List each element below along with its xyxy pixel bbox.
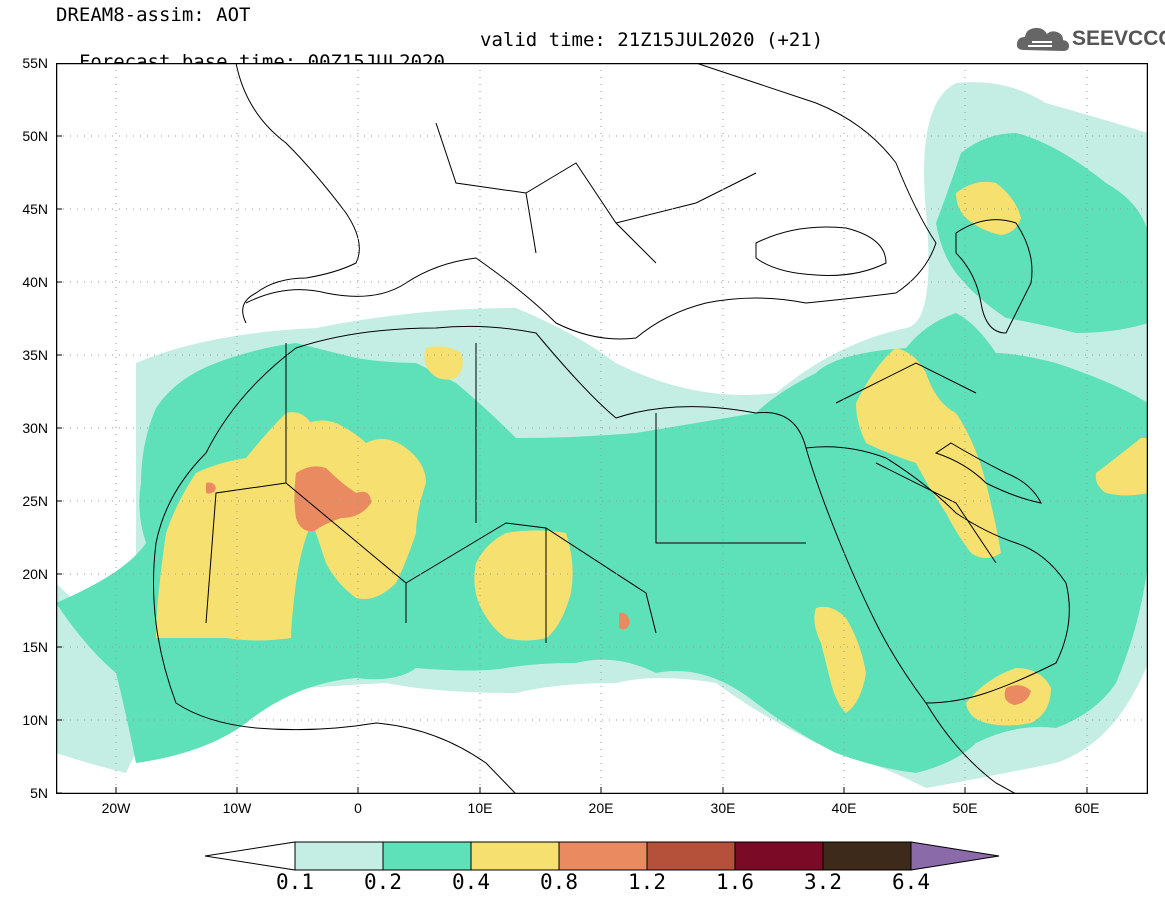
border-sahara-1: [285, 343, 407, 623]
aot-contour-0.8: [619, 612, 630, 630]
lon-label: 10E: [467, 800, 493, 816]
valid-time: valid time: 21Z15JUL2020 (+21): [480, 29, 824, 51]
coastline-africa-west: [153, 542, 517, 794]
colorbar-label: 0.8: [540, 870, 578, 894]
lon-label: 20E: [588, 800, 614, 816]
coastline-caspian: [955, 219, 1033, 334]
aot-contour-0.4: [474, 530, 573, 641]
lat-label: 25N: [22, 493, 48, 509]
border-sahara-5: [655, 413, 806, 544]
graticule: [56, 63, 1148, 794]
aot-contour-0.8: [1004, 685, 1031, 705]
colorbar-bin-3: [470, 841, 560, 871]
aot-contour-0.4: [856, 348, 1001, 558]
colorbar-bin-2: [382, 841, 472, 871]
cloud-icon: [1016, 27, 1069, 51]
aot-contour-0.8: [294, 466, 371, 532]
lon-label: 50E: [952, 800, 978, 816]
aot-contour-0.4: [956, 181, 1021, 235]
colorbar-bin-7: [822, 841, 912, 871]
aot-contour-0.4: [424, 346, 463, 380]
colorbar-bin-4: [558, 841, 648, 871]
colorbar-label: 1.2: [628, 870, 666, 894]
lat-label: 5N: [30, 785, 48, 801]
colorbar-label: 3.2: [804, 870, 842, 894]
aot-contour-0.4: [1095, 438, 1148, 496]
lon-label: 0: [354, 800, 362, 816]
colorbar-extend-low: [205, 841, 296, 871]
colorbar-extend-high: [910, 841, 1000, 871]
aot-map: [55, 62, 1149, 795]
lon-label: 30E: [710, 800, 736, 816]
border-europe: [435, 122, 757, 264]
lat-label: 20N: [22, 566, 48, 582]
seevccc-logo: SEEVCCC: [1016, 24, 1165, 54]
map-canvas: [55, 62, 1149, 795]
colorbar-label: 6.4: [892, 870, 930, 894]
lat-label: 55N: [22, 55, 48, 71]
colorbar-label: 1.6: [716, 870, 754, 894]
lat-label: 50N: [22, 128, 48, 144]
colorbar-label: 0.4: [452, 870, 490, 894]
aot-contour-0.4: [156, 412, 324, 641]
coastline-africa-north: [155, 325, 1017, 794]
coastline-black-sea: [755, 226, 887, 276]
lat-label: 40N: [22, 274, 48, 290]
colorbar-label: 0.1: [276, 870, 314, 894]
coastline-europe-north: [235, 63, 360, 324]
colorbar-label: 0.2: [364, 870, 402, 894]
aot-contour-0.4: [814, 606, 866, 713]
border-sahara-2: [205, 482, 287, 624]
lon-label: 10W: [222, 800, 252, 816]
lat-label: 35N: [22, 347, 48, 363]
lat-label: 15N: [22, 639, 48, 655]
colorbar-bin-5: [646, 841, 736, 871]
coastline-persian-gulf: [934, 442, 1042, 504]
colorbar: [205, 841, 1000, 871]
coastline-europe: [245, 63, 937, 340]
map-outlines: [153, 63, 1070, 794]
coastline-arabia: [805, 446, 1070, 704]
aot-contour-0.2: [56, 133, 1148, 773]
logo-text: SEEVCCC: [1072, 27, 1165, 50]
colorbar-bin-1: [294, 841, 384, 871]
colorbar-bin-6: [734, 841, 824, 871]
lon-label: 20W: [101, 800, 131, 816]
aot-contour-0.8: [206, 482, 216, 494]
lon-label: 40E: [831, 800, 857, 816]
axis-ticks: [56, 62, 1088, 794]
lat-label: 10N: [22, 712, 48, 728]
border-middle-east: [835, 362, 997, 564]
aot-field: [56, 82, 1148, 788]
map-title: DREAM8-assim: AOT: [56, 4, 251, 26]
lat-label: 30N: [22, 420, 48, 436]
lat-label: 45N: [22, 201, 48, 217]
lon-label: 60E: [1074, 800, 1100, 816]
